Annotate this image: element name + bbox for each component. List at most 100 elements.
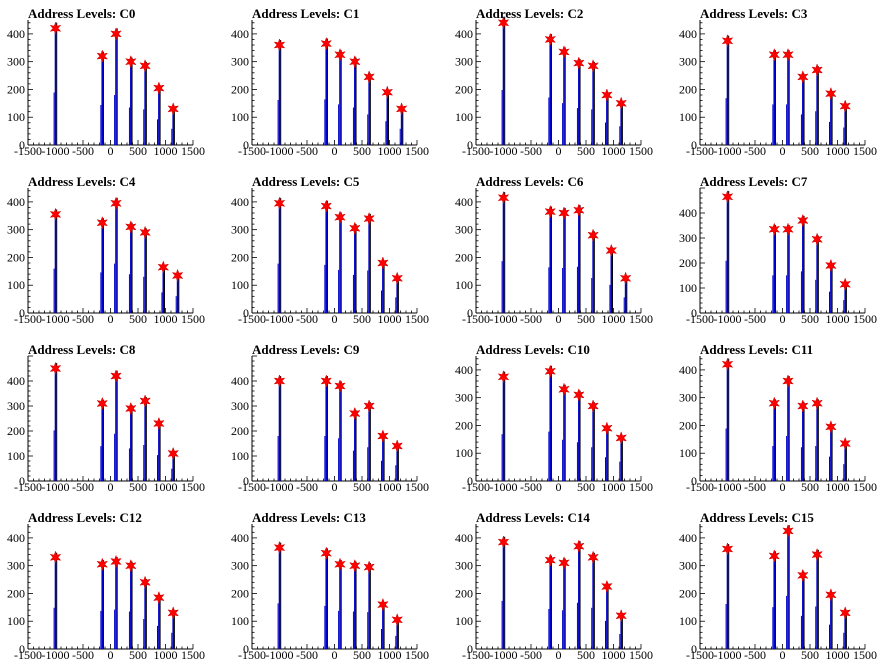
peak-marker	[96, 49, 109, 63]
peak-marker	[363, 70, 375, 84]
peak-marker	[782, 374, 794, 388]
y-tick-label: 400	[7, 531, 25, 545]
x-tick-label: -500	[72, 480, 94, 494]
peak-marker	[49, 21, 62, 36]
peak-marker	[96, 396, 109, 411]
panel-title: Address Levels: C7	[700, 174, 808, 189]
panel-plot: -1500 -1000 -500 0 500 1000 1500 0 100 200 300 400	[679, 187, 877, 326]
y-tick-label: 400	[455, 195, 473, 209]
y-tick-label: 200	[455, 250, 473, 264]
peak-marker	[782, 524, 794, 538]
peak-marker	[497, 190, 510, 205]
histogram-panel: -1500 -1000 -500 0 500 1000 1500 0 100 200 300 400 A…	[0, 504, 224, 672]
peak-marker	[349, 406, 361, 421]
peak-marker	[320, 546, 333, 561]
x-tick-label: 1000	[378, 480, 402, 494]
peak-marker	[49, 361, 62, 376]
peak-marker	[797, 399, 809, 413]
peak-marker	[125, 220, 137, 234]
y-tick-label: 400	[7, 374, 25, 388]
x-tick-label: -1000	[42, 648, 70, 662]
y-tick-label: 300	[455, 391, 473, 405]
x-tick-label: -1000	[42, 144, 70, 158]
y-tick-label: 0	[691, 642, 697, 656]
y-tick-label: 300	[231, 223, 249, 237]
peak-marker	[619, 271, 632, 286]
x-tick-label: 0	[780, 648, 786, 662]
y-tick-label: 0	[467, 306, 473, 320]
peak-marker	[273, 374, 286, 388]
peak-marker	[110, 369, 122, 383]
peak-marker	[615, 96, 628, 111]
y-tick-label: 200	[7, 586, 25, 600]
x-tick-label: -1500	[238, 312, 266, 326]
peak-marker	[320, 36, 333, 51]
x-tick-label: 1500	[405, 144, 429, 158]
x-tick-label: 500	[129, 144, 147, 158]
x-tick-label: 1500	[853, 480, 877, 494]
peak-marker	[377, 256, 389, 270]
peak-marker	[497, 370, 510, 384]
panel-plot: -1500 -1000 -500 0 500 1000 1500 0 100 200 300 400	[455, 188, 653, 326]
y-tick-label: 400	[455, 531, 473, 545]
x-tick-label: 1000	[602, 480, 626, 494]
peak-marker	[377, 597, 389, 612]
y-tick-label: 100	[455, 278, 473, 292]
peak-marker	[825, 420, 837, 434]
peak-marker	[587, 550, 599, 565]
peak-marker	[573, 388, 585, 402]
x-tick-label: 0	[556, 312, 562, 326]
x-tick-label: 0	[108, 312, 114, 326]
peak-marker	[125, 401, 137, 416]
y-tick-label: 0	[243, 138, 249, 152]
x-tick-label: 500	[353, 312, 371, 326]
x-tick-label: -1500	[14, 480, 42, 494]
peak-marker	[811, 547, 823, 562]
y-tick-label: 400	[7, 195, 25, 209]
x-tick-label: -500	[520, 144, 542, 158]
x-tick-label: 0	[556, 480, 562, 494]
y-tick-label: 200	[231, 250, 249, 264]
x-tick-label: -1500	[238, 480, 266, 494]
x-tick-label: 1000	[154, 144, 178, 158]
y-tick-label: 100	[231, 614, 249, 628]
x-tick-label: 0	[556, 144, 562, 158]
x-tick-label: 1500	[405, 648, 429, 662]
peak-marker	[497, 535, 510, 549]
x-tick-label: -1500	[686, 144, 714, 158]
x-tick-label: -500	[296, 480, 318, 494]
y-tick-label: 100	[455, 614, 473, 628]
x-tick-label: -1500	[238, 144, 266, 158]
y-tick-label: 100	[455, 446, 473, 460]
x-tick-label: 0	[332, 144, 338, 158]
x-tick-label: 0	[332, 480, 338, 494]
x-tick-label: 0	[780, 144, 786, 158]
y-tick-label: 200	[455, 82, 473, 96]
y-tick-label: 400	[455, 363, 473, 377]
histogram-panel: -1500 -1000 -500 0 500 1000 1500 0 100 200 300 400 A…	[672, 504, 896, 672]
x-tick-label: 1500	[853, 144, 877, 158]
histogram-panel: -1500 -1000 -500 0 500 1000 1500 0 100 200 300 400 A…	[224, 504, 448, 672]
y-tick-label: 200	[7, 424, 25, 438]
y-tick-label: 300	[455, 223, 473, 237]
peak-marker	[839, 606, 852, 620]
x-tick-label: -1500	[14, 144, 42, 158]
x-tick-label: 500	[353, 480, 371, 494]
x-tick-label: -1500	[686, 480, 714, 494]
peak-marker	[558, 382, 570, 397]
y-tick-label: 100	[231, 110, 249, 124]
peak-marker	[825, 588, 837, 602]
y-tick-label: 400	[679, 206, 697, 220]
peak-marker	[573, 56, 585, 70]
y-tick-label: 300	[231, 559, 249, 573]
peak-marker	[558, 206, 570, 220]
histogram-panel: -1500 -1000 -500 0 500 1000 1500 0 100 200 300 400 A…	[672, 0, 896, 168]
x-tick-label: 500	[129, 312, 147, 326]
y-tick-label: 400	[231, 27, 249, 41]
x-tick-label: -1000	[266, 648, 294, 662]
peak-marker	[363, 211, 375, 226]
x-tick-label: 1500	[181, 648, 205, 662]
x-tick-label: 1000	[154, 312, 178, 326]
y-tick-label: 300	[679, 55, 697, 69]
